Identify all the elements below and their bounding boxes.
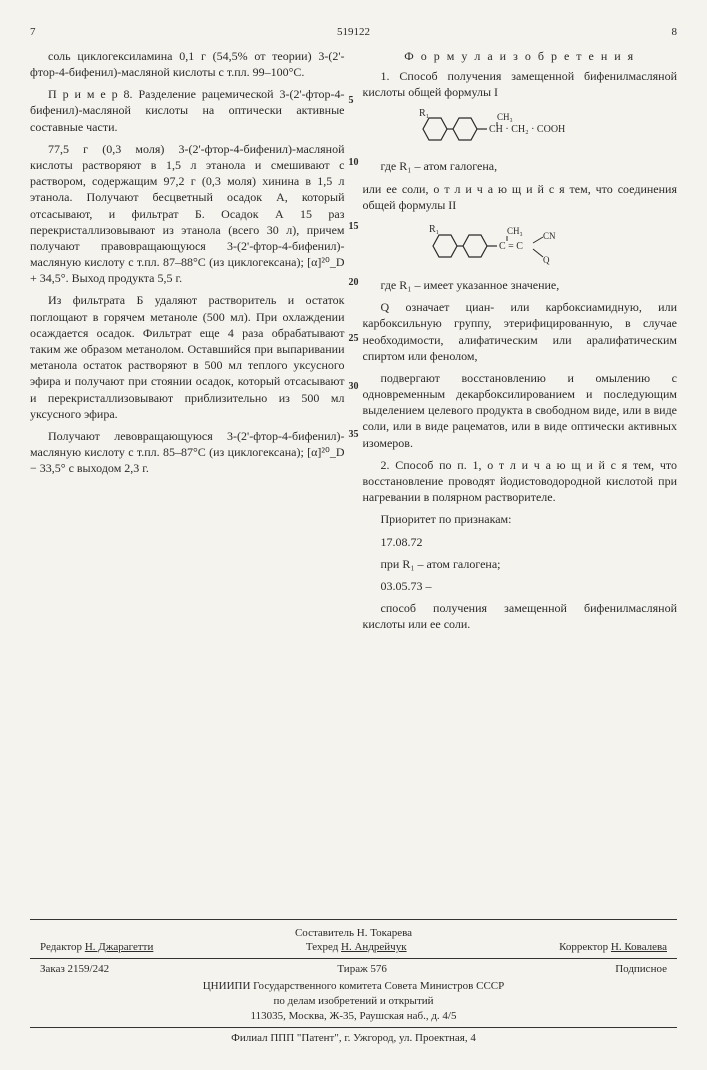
- right-p3: или ее соли, о т л и ч а ю щ и й с я тем…: [363, 181, 678, 213]
- two-column-body: соль циклогексиламина 0,1 г (54,5% от те…: [30, 48, 677, 639]
- corr-block: Корректор Н. Ковалева: [559, 940, 667, 955]
- editor-block: Редактор Н. Джарагетти: [40, 940, 153, 955]
- filial: Филиал ППП "Патент", г. Ужгород, ул. Про…: [30, 1031, 677, 1046]
- left-p3: 77,5 г (0,3 моля) 3-(2'-фтор-4-бифенил)-…: [30, 141, 345, 287]
- f2-tail: C = C: [499, 241, 523, 252]
- f2-cn: CN: [543, 231, 556, 241]
- col-num-left: 7: [30, 25, 36, 40]
- r1-label: R₁: [419, 108, 429, 119]
- podpisnoe: Подписное: [615, 962, 667, 977]
- doc-number: 519122: [337, 25, 370, 40]
- right-p12: способ получения замещенной бифенилмасля…: [363, 600, 678, 632]
- chem-formula-1: R₁ CH · CH₂ · COOH CH₃: [363, 106, 678, 152]
- compiler: Составитель Н. Токарева: [30, 926, 677, 941]
- right-column: 5 10 15 20 25 30 35 Ф о р м у л а и з о …: [363, 48, 678, 639]
- org2: по делам изобретений и открытий: [30, 994, 677, 1009]
- right-p2: где R₁ – атом галогена,: [363, 158, 678, 174]
- line-marker: 15: [349, 220, 359, 234]
- imprint-footer: Составитель Н. Токарева Редактор Н. Джар…: [30, 919, 677, 1046]
- col-num-right: 8: [672, 25, 678, 40]
- f1-tail: CH · CH₂ · COOH: [489, 124, 565, 135]
- left-p5: Получают левовращающуюся 3-(2'-фтор-4-би…: [30, 428, 345, 477]
- left-p4: Из фильтрата Б удаляют растворитель и ос…: [30, 292, 345, 422]
- line-marker: 35: [349, 428, 359, 442]
- right-p8: Приоритет по признакам:: [363, 511, 678, 527]
- left-column: соль циклогексиламина 0,1 г (54,5% от те…: [30, 48, 345, 639]
- right-p1: 1. Способ получения замещенной бифенилма…: [363, 68, 678, 100]
- f2-top: CH₃: [507, 226, 523, 236]
- right-p5: Q означает циан- или карбоксиамидную, ил…: [363, 299, 678, 364]
- tech-block: Техред Н. Андрейчук: [306, 940, 407, 955]
- left-p1: соль циклогексиламина 0,1 г (54,5% от те…: [30, 48, 345, 80]
- left-p2: П р и м е р 8. Разделение рацемической 3…: [30, 86, 345, 135]
- right-p7: 2. Способ по п. 1, о т л и ч а ю щ и й с…: [363, 457, 678, 506]
- right-p11: 03.05.73 –: [363, 578, 678, 594]
- line-marker: 30: [349, 380, 359, 394]
- claims-heading: Ф о р м у л а и з о б р е т е н и я: [363, 48, 678, 64]
- line-marker: 25: [349, 332, 359, 346]
- line-marker: 5: [349, 94, 354, 108]
- right-p10: при R₁ – атом галогена;: [363, 556, 678, 572]
- order: Заказ 2159/242: [40, 962, 109, 977]
- org1: ЦНИИПИ Государственного комитета Совета …: [30, 979, 677, 994]
- tirazh: Тираж 576: [337, 962, 387, 977]
- chem-formula-2: R₁ C = C CH₃ CN Q: [363, 219, 678, 271]
- line-marker: 20: [349, 276, 359, 290]
- right-p4: где R₁ – имеет указанное значение,: [363, 277, 678, 293]
- f2-q: Q: [543, 255, 550, 265]
- line-marker: 10: [349, 156, 359, 170]
- r1-label-2: R₁: [429, 224, 439, 235]
- page-header: 7 519122 8: [30, 25, 677, 40]
- right-p6: подвергают восстановлению и омылению с о…: [363, 370, 678, 451]
- right-p9: 17.08.72: [363, 534, 678, 550]
- f1-sub: CH₃: [497, 112, 513, 122]
- addr: 113035, Москва, Ж-35, Раушская наб., д. …: [30, 1009, 677, 1024]
